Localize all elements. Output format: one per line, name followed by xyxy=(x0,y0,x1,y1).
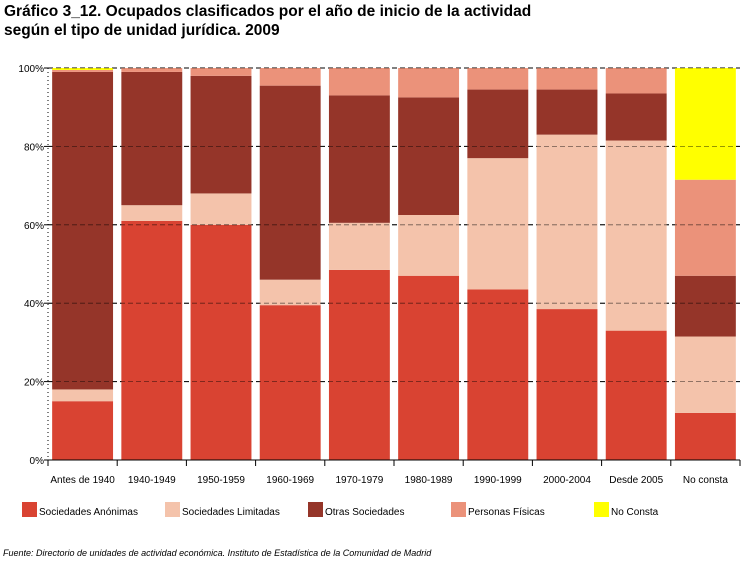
legend-swatch xyxy=(594,502,609,517)
x-tick-label: 1980-1989 xyxy=(405,475,453,486)
y-tick-label: 60% xyxy=(24,221,44,232)
bar-segment xyxy=(328,68,390,96)
legend-swatch xyxy=(451,502,466,517)
x-tick-label: 2000-2004 xyxy=(543,475,591,486)
bars xyxy=(52,68,736,460)
bar-segment xyxy=(121,68,183,72)
legend-swatch xyxy=(22,502,37,517)
bar-segment xyxy=(398,215,460,276)
legend-label: Otras Sociedades xyxy=(325,507,405,518)
bar-segment xyxy=(467,89,529,159)
bar-segment xyxy=(190,193,252,225)
grid-overlay xyxy=(48,67,740,383)
legend-item: No Consta xyxy=(594,502,659,518)
bar-segment xyxy=(605,68,667,94)
bar-segment xyxy=(259,68,321,86)
bar-segment xyxy=(605,330,667,460)
bar-segment xyxy=(674,336,736,413)
bar-segment xyxy=(398,275,460,460)
chart-title-line-1: Gráfico 3_12. Ocupados clasificados por … xyxy=(4,3,532,20)
bar-segment xyxy=(259,279,321,306)
bar-segment xyxy=(52,71,114,390)
bar-segment xyxy=(190,68,252,76)
bar-segment xyxy=(328,95,390,223)
legend-item: Sociedades Limitadas xyxy=(165,502,280,518)
bar-segment xyxy=(605,93,667,141)
bar-segment xyxy=(536,68,598,90)
x-tick-label: 1960-1969 xyxy=(266,475,314,486)
bar-segment xyxy=(328,269,390,460)
bar-segment xyxy=(398,97,460,215)
bar-segment xyxy=(259,305,321,460)
y-tick-label: 20% xyxy=(24,378,44,389)
bar-segment xyxy=(190,224,252,460)
chart-title-line-2: según el tipo de unidad jurídica. 2009 xyxy=(4,22,280,39)
bar-segment xyxy=(674,275,736,337)
bar-segment xyxy=(605,140,667,331)
bar-segment xyxy=(467,68,529,90)
bar-segment xyxy=(121,220,183,460)
bar-segment xyxy=(536,89,598,135)
legend-item: Personas Físicas xyxy=(451,502,545,518)
bar-segment xyxy=(52,401,114,460)
bar-segment xyxy=(467,289,529,460)
x-tick-label: 1970-1979 xyxy=(335,475,383,486)
x-tick-label: 1940-1949 xyxy=(128,475,176,486)
legend-item: Otras Sociedades xyxy=(308,502,405,518)
bar-segment xyxy=(674,179,736,276)
bar-segment xyxy=(52,68,114,70)
chart-title: Gráfico 3_12. Ocupados clasificados por … xyxy=(4,2,531,40)
stacked-bar-chart: Antes de 1940 1940-1949 1950-1959 1960-1969… xyxy=(18,64,741,518)
bar-segment xyxy=(328,222,390,270)
bar-segment xyxy=(52,69,114,72)
bar-segment xyxy=(259,85,321,280)
legend-swatch xyxy=(308,502,323,517)
bar-segment xyxy=(190,75,252,194)
bar-segment xyxy=(536,134,598,310)
axes: Antes de 1940 1940-1949 1950-1959 1960-1969… xyxy=(18,64,741,486)
x-tick-label: Desde 2005 xyxy=(609,475,663,486)
legend-label: No Consta xyxy=(611,507,659,518)
bar-segment xyxy=(121,71,183,206)
x-tick-label: 1950-1959 xyxy=(197,475,245,486)
legend-label: Sociedades Anónimas xyxy=(39,507,138,518)
bar-segment xyxy=(121,205,183,221)
bar-segment xyxy=(467,158,529,290)
y-tick-label: 0% xyxy=(30,456,45,467)
bar-segment xyxy=(398,68,460,98)
source-note: Fuente: Directorio de unidades de activi… xyxy=(3,548,432,558)
legend-swatch xyxy=(165,502,180,517)
x-tick-label: No consta xyxy=(683,475,728,486)
bar-segment xyxy=(674,68,736,180)
bar-segment xyxy=(536,309,598,460)
x-tick-label: 1990-1999 xyxy=(474,475,522,486)
bar-segment xyxy=(52,389,114,402)
y-tick-label: 100% xyxy=(18,64,44,75)
legend-label: Personas Físicas xyxy=(468,507,545,518)
legend: Sociedades Anónimas Sociedades Limitadas O… xyxy=(22,502,659,518)
legend-item: Sociedades Anónimas xyxy=(22,502,138,518)
bar-segment xyxy=(674,412,736,460)
legend-label: Sociedades Limitadas xyxy=(182,507,280,518)
x-tick-label: Antes de 1940 xyxy=(50,475,115,486)
y-tick-label: 40% xyxy=(24,299,44,310)
y-tick-label: 80% xyxy=(24,142,44,153)
